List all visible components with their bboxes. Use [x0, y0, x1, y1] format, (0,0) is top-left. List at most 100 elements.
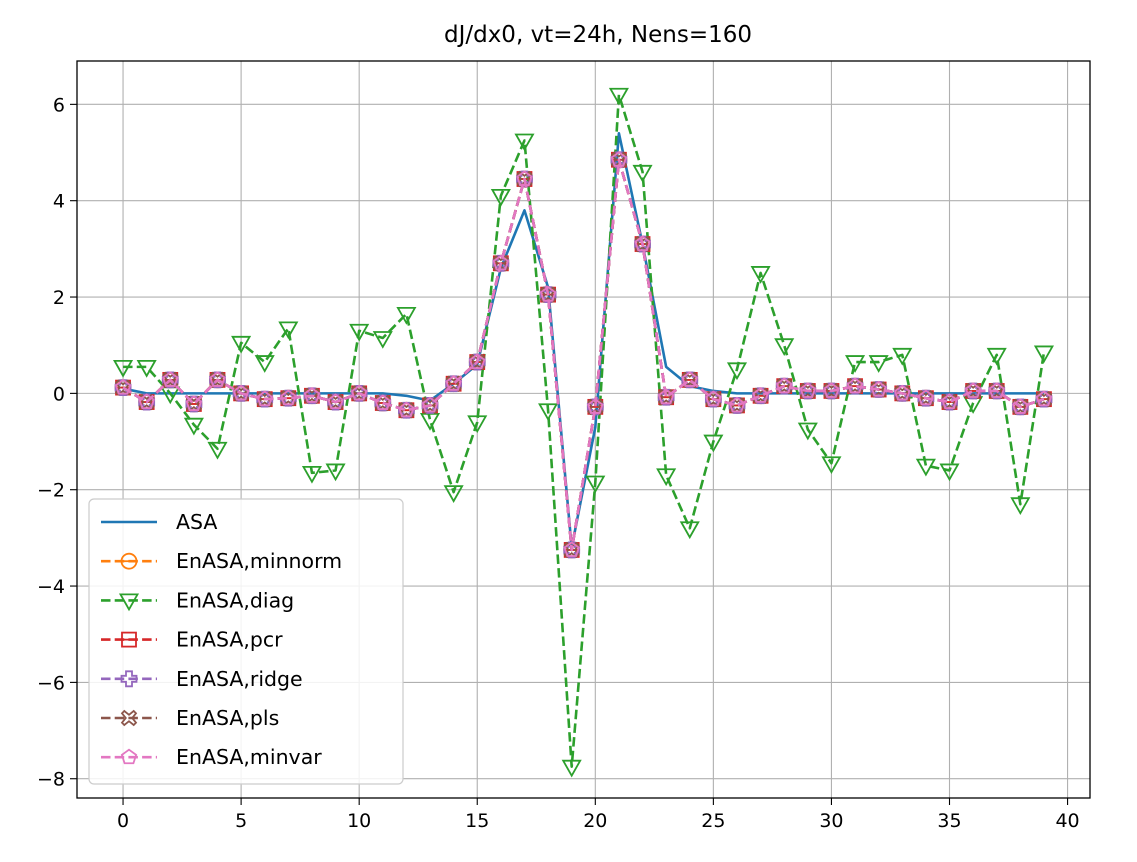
- data-point: [398, 401, 415, 418]
- legend-marker: [120, 552, 138, 570]
- data-point: [280, 389, 297, 406]
- data-point: [327, 393, 344, 410]
- data-point: [705, 390, 722, 407]
- legend-label: EnASA,ridge: [176, 667, 303, 691]
- data-point: [1033, 345, 1054, 364]
- series-line: [123, 93, 1046, 768]
- data-point: [776, 377, 793, 394]
- legend-box: [88, 498, 404, 785]
- data-point: [162, 371, 179, 387]
- data-point: [372, 331, 393, 349]
- data-point: [374, 394, 391, 412]
- data-point: [256, 390, 273, 408]
- x-tick-label: 10: [347, 810, 371, 832]
- data-point: [656, 468, 677, 487]
- data-point: [207, 441, 228, 460]
- y-axis: −8 −6 −4 −2 0 2 4 6: [37, 94, 77, 791]
- legend-item: EnASA,minvar: [101, 745, 322, 769]
- legend-marker: [121, 631, 137, 648]
- data-point: [821, 456, 842, 475]
- data-point: [563, 541, 580, 557]
- data-point: [634, 235, 651, 253]
- data-point: [892, 347, 913, 366]
- legend-label: EnASA,diag: [176, 588, 294, 612]
- data-point: [419, 412, 441, 431]
- legend-item: EnASA,diag: [101, 588, 294, 612]
- data-point: [539, 286, 557, 302]
- data-point: [303, 387, 321, 404]
- x-tick-label: 20: [583, 810, 607, 832]
- data-point: [136, 359, 157, 378]
- data-point: [113, 359, 134, 378]
- grid: [77, 61, 1090, 798]
- data-point: [774, 338, 795, 357]
- legend-label: ASA: [176, 510, 217, 534]
- data-point: [514, 133, 535, 152]
- data-point: [445, 375, 462, 391]
- data-point: [585, 475, 606, 494]
- data-point: [350, 385, 368, 402]
- data-point: [1010, 497, 1031, 515]
- data-point: [870, 381, 887, 398]
- data-point: [1035, 390, 1053, 407]
- data-point: [823, 382, 840, 400]
- data-point: [492, 254, 510, 271]
- x-tick-label: 5: [235, 810, 247, 832]
- data-point: [539, 286, 557, 303]
- data-point: [894, 385, 911, 402]
- series-enasa-minvar: [114, 151, 1053, 557]
- x-tick-label: 25: [701, 810, 725, 832]
- data-point: [469, 353, 486, 371]
- plot-frame: [76, 60, 1091, 799]
- legend-marker: [120, 709, 138, 727]
- x-tick-label: 40: [1055, 810, 1079, 832]
- legend-marker: [118, 593, 140, 612]
- data-point: [608, 87, 629, 106]
- data-point: [490, 188, 511, 207]
- y-tick-label: −6: [37, 672, 65, 694]
- legend-item: EnASA,pcr: [101, 628, 283, 652]
- data-point: [350, 384, 368, 401]
- data-point: [232, 384, 250, 401]
- data-point: [752, 387, 769, 404]
- legend-marker: [120, 670, 138, 688]
- data-point: [845, 355, 866, 373]
- data-point: [561, 759, 582, 778]
- data-point: [986, 347, 1007, 366]
- x-tick-label: 30: [819, 810, 843, 832]
- data-point: [681, 371, 698, 387]
- series-line: [122, 131, 1044, 549]
- data-point: [681, 371, 698, 389]
- data-point: [138, 393, 155, 410]
- data-point: [939, 463, 960, 482]
- data-point: [750, 266, 771, 284]
- y-tick-label: −4: [37, 576, 65, 598]
- legend-label: EnASA,pcr: [176, 628, 283, 652]
- data-point: [563, 541, 580, 559]
- legend-item: EnASA,pls: [101, 706, 279, 730]
- series-asa: [122, 131, 1044, 549]
- data-point: [657, 388, 675, 405]
- y-tick-label: 4: [53, 191, 65, 213]
- data-point: [988, 382, 1005, 398]
- data-point: [846, 377, 864, 394]
- data-point: [587, 398, 604, 416]
- legend-label: EnASA,minvar: [176, 745, 322, 769]
- data-point: [1035, 390, 1053, 408]
- series-layer: [113, 87, 1054, 778]
- data-point: [469, 353, 486, 370]
- data-point: [846, 377, 864, 395]
- data-point: [396, 306, 417, 325]
- data-point: [988, 382, 1005, 400]
- data-point: [610, 151, 628, 167]
- data-point: [327, 393, 344, 411]
- data-point: [941, 393, 958, 410]
- data-point: [209, 371, 226, 389]
- data-point: [183, 417, 204, 436]
- legend-marker: [120, 748, 138, 765]
- data-point: [679, 521, 700, 540]
- data-point: [964, 382, 982, 400]
- data-point: [538, 403, 559, 422]
- data-point: [421, 396, 439, 413]
